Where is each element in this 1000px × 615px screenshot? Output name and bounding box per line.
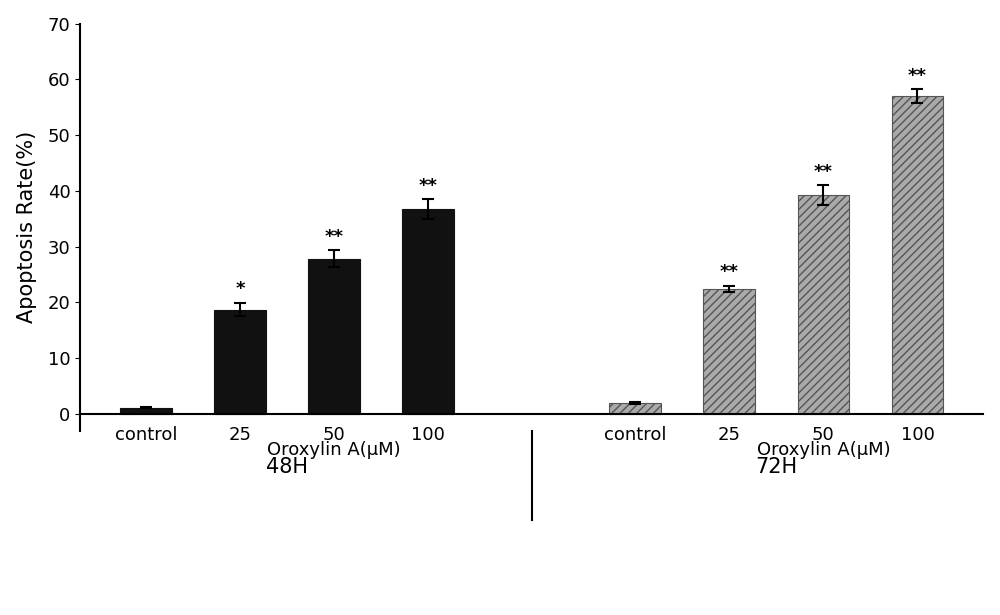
Text: **: ** xyxy=(419,177,438,195)
Text: Oroxylin A(μM): Oroxylin A(μM) xyxy=(757,440,890,459)
Text: control: control xyxy=(604,426,667,444)
Text: 50: 50 xyxy=(812,426,835,444)
Text: control: control xyxy=(115,426,177,444)
Text: 100: 100 xyxy=(901,426,934,444)
Text: 50: 50 xyxy=(323,426,346,444)
Text: 100: 100 xyxy=(411,426,445,444)
Bar xyxy=(308,259,360,414)
Bar xyxy=(609,403,661,414)
Text: **: ** xyxy=(720,263,739,281)
Bar xyxy=(798,196,849,414)
Text: **: ** xyxy=(325,228,344,246)
Bar xyxy=(214,309,266,414)
Text: *: * xyxy=(235,280,245,298)
Text: **: ** xyxy=(908,67,927,85)
Text: 48H: 48H xyxy=(266,457,308,477)
Text: **: ** xyxy=(814,163,833,181)
Text: 25: 25 xyxy=(229,426,252,444)
Y-axis label: Apoptosis Rate(%): Apoptosis Rate(%) xyxy=(17,131,37,323)
Bar xyxy=(402,209,454,414)
Text: 72H: 72H xyxy=(755,457,797,477)
Bar xyxy=(892,96,943,414)
Text: 25: 25 xyxy=(718,426,741,444)
Bar xyxy=(703,289,755,414)
Text: Oroxylin A(μM): Oroxylin A(μM) xyxy=(267,440,401,459)
Bar xyxy=(120,408,172,414)
